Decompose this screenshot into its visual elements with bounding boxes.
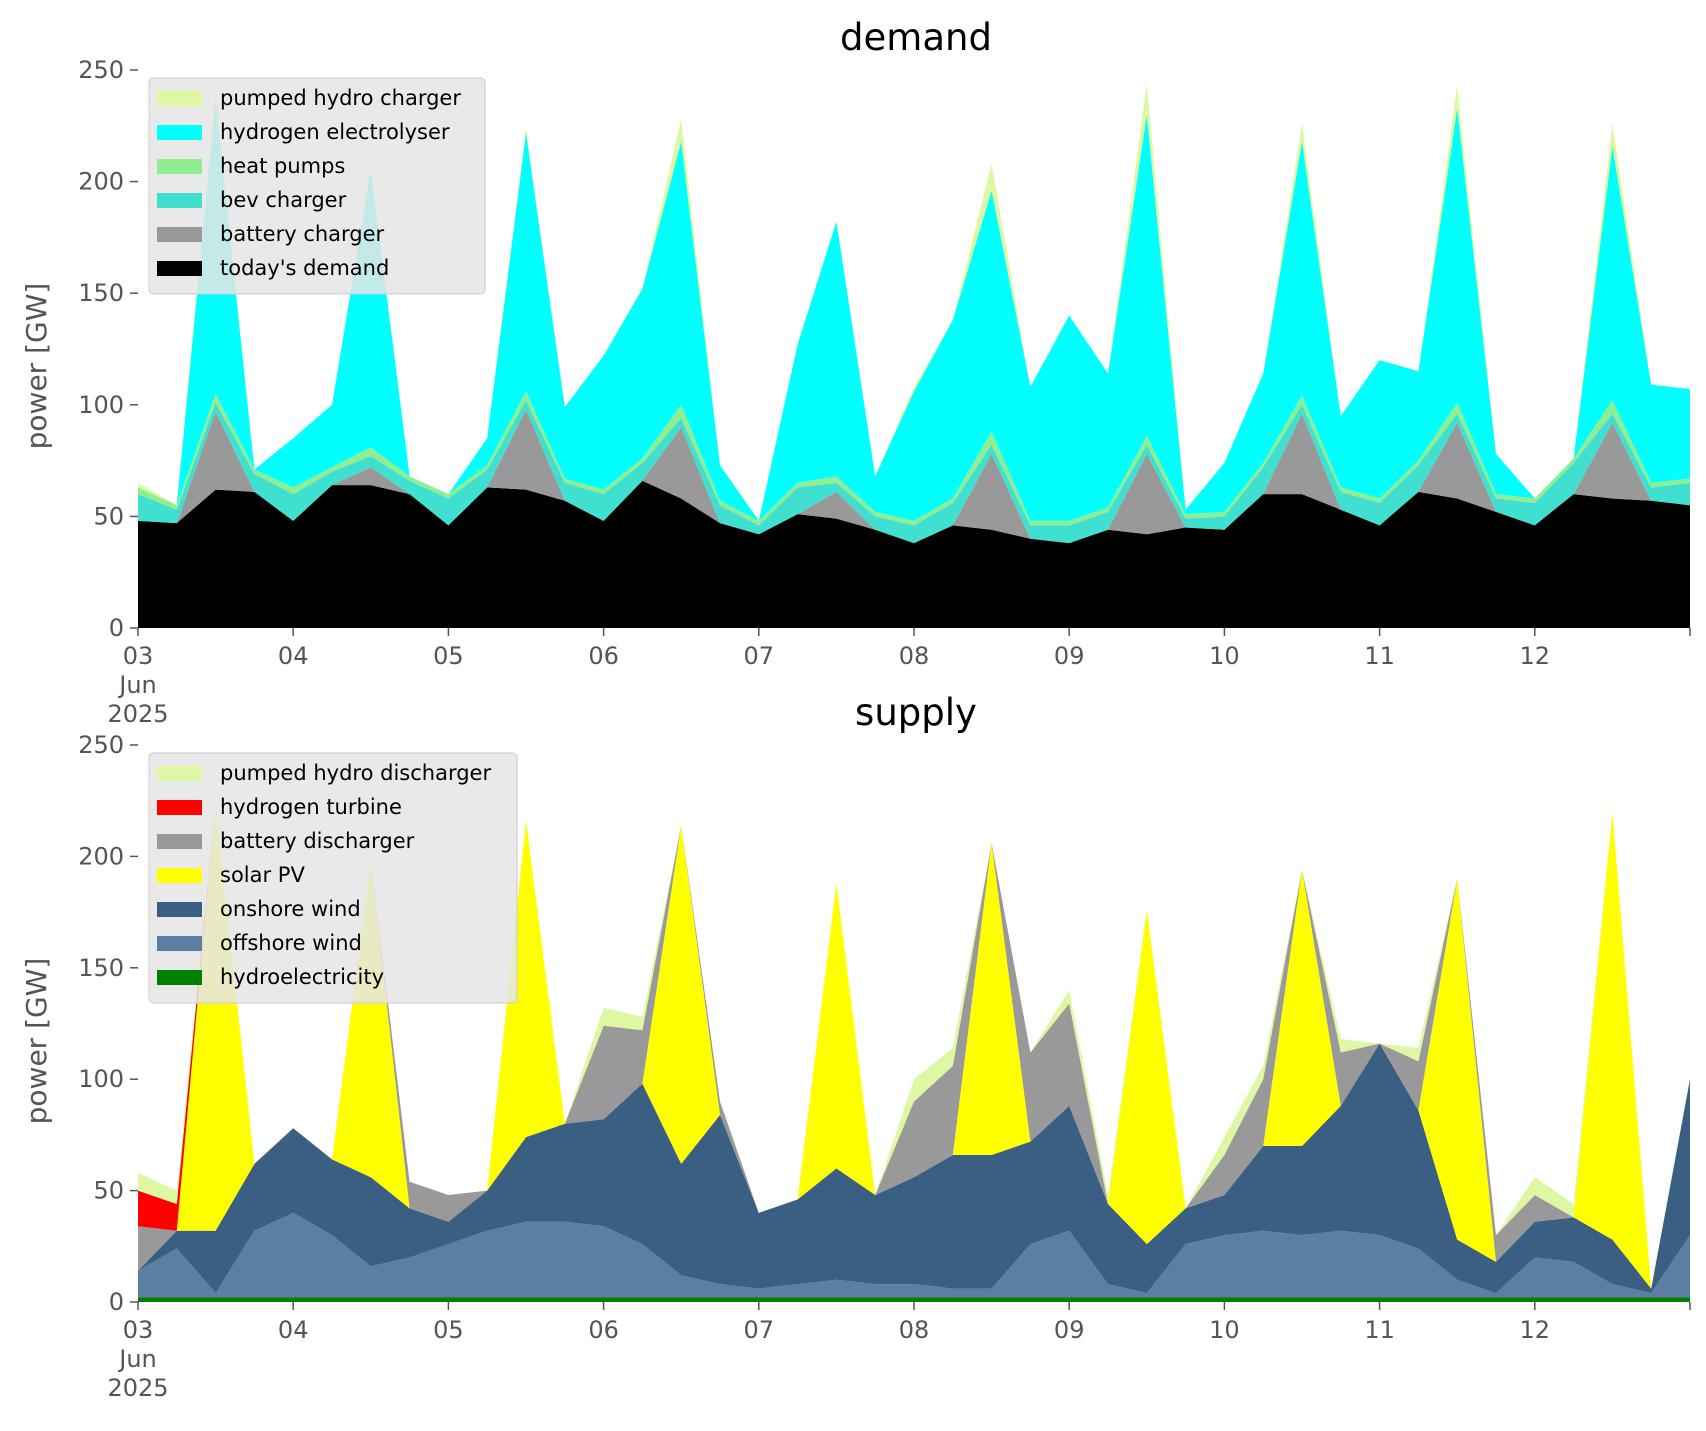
legend-label: bev charger (220, 188, 347, 212)
x-tick-label: 03 (123, 1316, 154, 1344)
y-tick-label: 100 (78, 391, 124, 419)
area-series-layer (138, 802, 1690, 1302)
x-tick-label: 11 (1364, 1316, 1395, 1344)
x-tick-label: 07 (744, 642, 775, 670)
legend-label: offshore wind (220, 931, 362, 955)
y-axis-label: power [GW] (20, 958, 53, 1125)
legend-label: hydroelectricity (220, 965, 384, 989)
legend-swatch (157, 868, 202, 883)
x-tick-label: 03 (123, 642, 154, 670)
y-axis-label: power [GW] (20, 283, 53, 450)
x-tick-label: 2025 (107, 700, 168, 728)
y-tick-label: 200 (78, 168, 124, 196)
x-tick-label: 05 (433, 642, 464, 670)
legend-label: battery discharger (220, 829, 415, 853)
x-tick-label: 06 (588, 1316, 619, 1344)
y-tick-label: 250 (78, 56, 124, 84)
legend-label: pumped hydro discharger (220, 761, 491, 785)
x-tick-label: 11 (1364, 642, 1395, 670)
legend-swatch (157, 834, 202, 849)
legend-swatch (157, 936, 202, 951)
legend-label: heat pumps (220, 154, 345, 178)
x-tick-label: 08 (899, 642, 930, 670)
legend-label: hydrogen turbine (220, 795, 402, 819)
y-tick-label: 50 (93, 502, 124, 530)
legend-swatch (157, 261, 202, 276)
area-series-layer (138, 83, 1690, 628)
demand-chart: demand power [GW] 05010015020025003Jun20… (20, 16, 1691, 728)
y-tick-label: 150 (78, 279, 124, 307)
legend-label: pumped hydro charger (220, 86, 461, 110)
y-tick-label: 200 (78, 842, 124, 870)
legend-label: battery charger (220, 222, 385, 246)
supply-chart: supply power [GW] 05010015020025003Jun20… (20, 691, 1691, 1402)
y-tick-label: 0 (109, 614, 124, 642)
legend-swatch (157, 970, 202, 985)
legend-box (148, 77, 486, 295)
x-tick-label: 06 (588, 642, 619, 670)
y-tick-label: 150 (78, 954, 124, 982)
legend-swatch (157, 193, 202, 208)
x-tick-label: 04 (278, 642, 309, 670)
area-solar-pv (138, 802, 1690, 1289)
x-tick-label: 09 (1054, 642, 1085, 670)
chart-title: supply (855, 691, 977, 734)
area-hydroelectricity (138, 1297, 1690, 1302)
legend-swatch (157, 766, 202, 781)
area-battery-charger (138, 409, 1690, 544)
legend-swatch (157, 800, 202, 815)
y-tick-label: 250 (78, 731, 124, 759)
x-tick-label: 05 (433, 1316, 464, 1344)
area-onshore-wind (138, 1043, 1690, 1294)
x-tick-label: 07 (744, 1316, 775, 1344)
legend-swatch (157, 227, 202, 242)
x-tick-label: 10 (1209, 1316, 1240, 1344)
legend-swatch (157, 91, 202, 106)
x-tick-label: 09 (1054, 1316, 1085, 1344)
x-tick-label: 08 (899, 1316, 930, 1344)
area-today-s-demand (138, 480, 1690, 628)
legend-swatch (157, 902, 202, 917)
legend: pumped hydro discharger hydrogen turbine b… (148, 752, 518, 1004)
x-tick-label: 04 (278, 1316, 309, 1344)
legend-box (148, 752, 518, 1004)
legend-swatch (157, 125, 202, 140)
y-tick-label: 100 (78, 1065, 124, 1093)
x-tick-label: 10 (1209, 642, 1240, 670)
x-tick-label: 12 (1520, 642, 1551, 670)
legend-swatch (157, 159, 202, 174)
y-tick-label: 0 (109, 1288, 124, 1316)
legend: pumped hydro charger hydrogen electrolyse… (148, 77, 486, 295)
chart-title: demand (840, 16, 992, 59)
x-tick-label: 12 (1520, 1316, 1551, 1344)
legend-label: solar PV (220, 863, 305, 887)
x-tick-label: Jun (117, 671, 157, 699)
legend-label: onshore wind (220, 897, 361, 921)
area-offshore-wind (138, 1212, 1690, 1298)
area-hydrogen-electrolyser (138, 99, 1690, 521)
legend-label: hydrogen electrolyser (220, 120, 450, 144)
x-tick-label: Jun (117, 1345, 157, 1373)
y-tick-label: 50 (93, 1177, 124, 1205)
x-tick-label: 2025 (107, 1374, 168, 1402)
legend-label: today's demand (220, 256, 389, 280)
